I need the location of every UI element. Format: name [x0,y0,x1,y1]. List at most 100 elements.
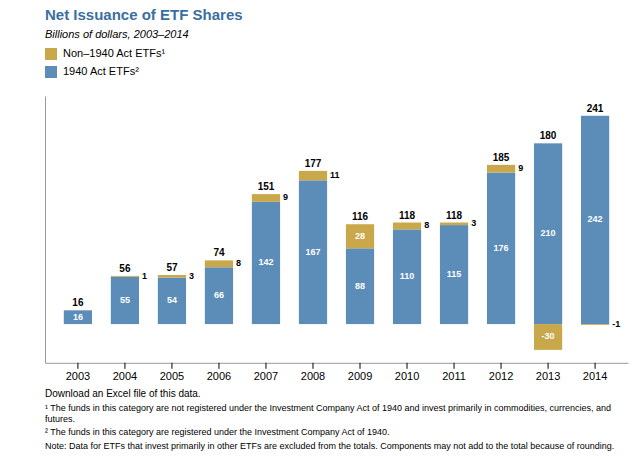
bar [534,143,562,324]
bar [440,223,468,226]
bar [205,260,233,267]
total-label: 56 [119,263,131,274]
x-tick-label: 2003 [66,370,90,382]
data-labels: 1655546614216788110115176210242138911288… [73,163,620,341]
data-label: 9 [283,192,288,202]
x-tick-label: 2012 [489,370,513,382]
y-axis [45,97,46,364]
data-label: 88 [355,281,365,291]
x-tick-mark [77,363,78,369]
data-label: 1 [142,271,147,281]
bar [346,248,374,324]
bar [440,225,468,324]
data-label: 9 [518,163,523,173]
bar [581,116,609,324]
x-tick: 2008 [301,363,325,382]
bar [64,324,92,325]
x-tick: 2003 [66,363,90,382]
bar [581,324,609,326]
x-tick-label: 2004 [113,370,137,382]
totals: 16565774151177116118118185180241 [72,103,604,309]
bar [487,165,515,173]
bar [111,275,139,277]
footnote-line: ² The funds in this category are registe… [45,427,390,437]
x-axis-line [46,363,629,364]
x-tick: 2005 [160,363,184,382]
total-label: 180 [540,130,557,141]
x-tick-mark [312,363,313,369]
download-text: Download an Excel file of this data. [45,388,201,399]
x-tick: 2012 [489,363,513,382]
total-label: 16 [72,297,84,308]
x-tick-mark [218,363,219,369]
data-label: 8 [424,220,429,230]
x-tick-mark [548,363,549,369]
x-tick: 2014 [583,363,607,382]
bar [205,267,233,324]
data-label: 176 [494,243,509,253]
chart: Net Issuance of ETF SharesBillions of do… [0,0,640,458]
bar [299,180,327,324]
bars [64,116,609,350]
data-label: 142 [258,257,273,267]
bar [252,194,280,202]
y-axis-line [45,97,46,364]
legend-swatch [45,48,57,60]
x-tick: 2013 [536,363,560,382]
data-label: 16 [73,312,83,322]
data-label: 66 [214,290,224,300]
footnotes: Download an Excel file of this data. ¹ Th… [45,388,614,451]
legend-label: Non–1940 Act ETFs¹ [63,47,165,59]
bar [487,173,515,324]
data-label: 28 [355,231,365,241]
data-label: -30 [542,331,555,341]
total-label: 118 [399,210,416,221]
total-label: 241 [587,103,604,114]
x-tick-label: 2011 [442,370,466,382]
data-label: 3 [471,218,476,228]
data-label: 11 [330,170,340,180]
bar [393,223,421,230]
total-label: 151 [258,181,275,192]
x-tick-mark [501,363,502,369]
bar [534,324,562,350]
x-tick: 2006 [207,363,231,382]
x-tick-mark [124,363,125,369]
x-tick: 2011 [442,363,466,382]
x-tick-mark [360,363,361,369]
bar [252,202,280,324]
x-axis: 2003200420052006200720082009201020112012… [46,363,629,382]
total-label: 185 [493,152,510,163]
footnote-line: Note: Data for ETFs that invest primaril… [45,441,614,451]
data-label: -1 [612,319,620,329]
data-label: 210 [541,228,556,238]
footnote: ¹ The funds in this category are not reg… [45,403,611,424]
bar [158,278,186,324]
total-label: 118 [446,210,463,221]
legend-label: 1940 Act ETFs² [63,65,139,77]
data-label: 110 [400,271,415,281]
x-tick-label: 2005 [160,370,184,382]
x-tick-mark [454,363,455,369]
x-tick: 2007 [254,363,278,382]
bar [346,224,374,248]
x-tick-mark [595,363,596,369]
x-tick-mark [265,363,266,369]
x-tick-mark [407,363,408,369]
data-label: 167 [305,247,320,257]
x-tick-label: 2008 [301,370,325,382]
data-label: 3 [189,271,194,281]
bar [111,277,139,324]
x-tick: 2004 [113,363,137,382]
x-tick-label: 2006 [207,370,231,382]
total-label: 177 [305,158,322,169]
bar [64,310,92,324]
x-tick: 2009 [348,363,372,382]
subtitle: Billions of dollars, 2003–2014 [45,28,189,40]
legend-swatch [45,66,57,78]
data-label: 242 [588,214,603,224]
data-label: 55 [120,295,130,305]
bar [299,171,327,180]
footnote-line: futures. [45,414,75,424]
x-tick-label: 2007 [254,370,278,382]
